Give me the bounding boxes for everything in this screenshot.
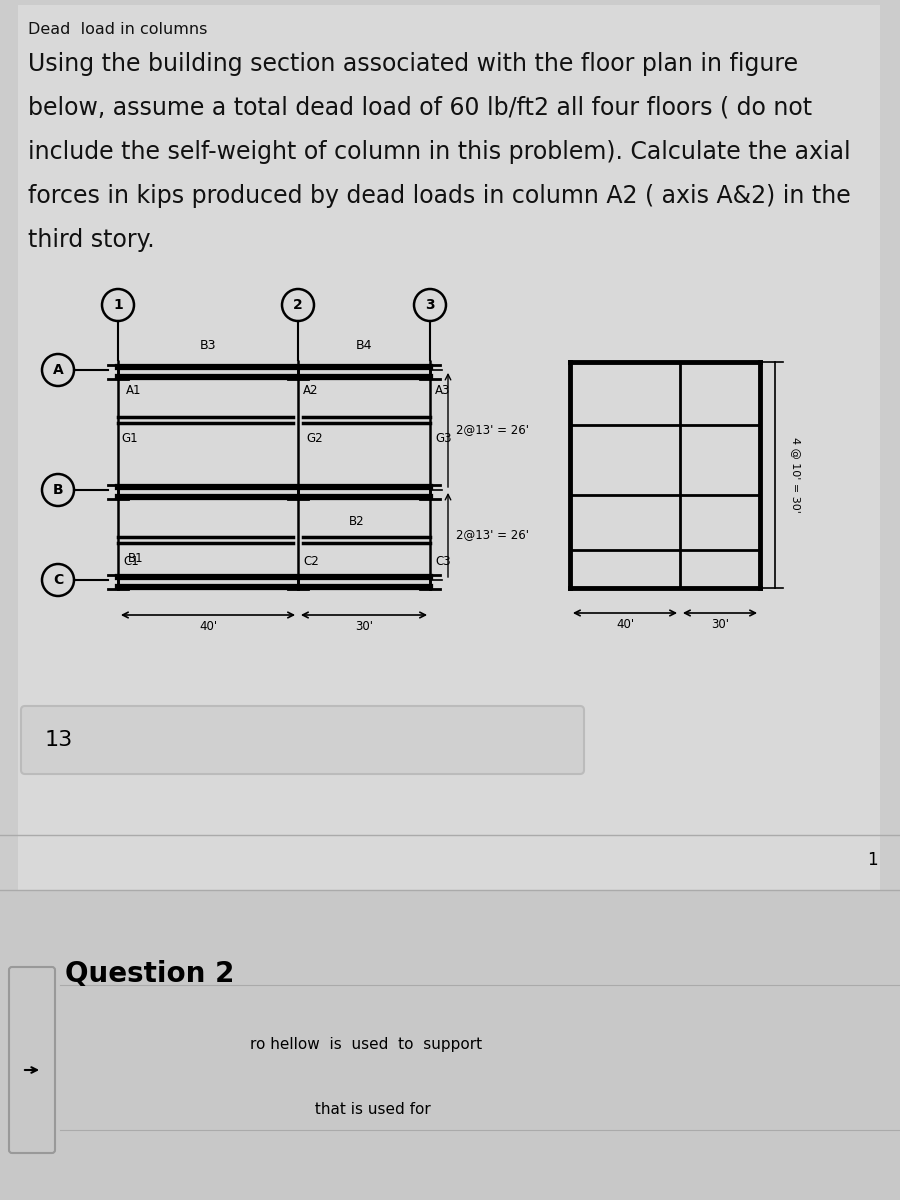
Text: G3: G3 [435,432,452,445]
Text: A1: A1 [126,384,141,397]
Text: below, assume a total dead load of 60 lb/ft2 all four floors ( do not: below, assume a total dead load of 60 lb… [28,96,812,120]
Text: Question 2: Question 2 [65,960,234,988]
Text: forces in kips produced by dead loads in column A2 ( axis A&2) in the: forces in kips produced by dead loads in… [28,184,850,208]
Text: 30': 30' [355,620,373,634]
Text: C2: C2 [303,554,319,568]
Text: B: B [53,482,63,497]
Text: A3: A3 [435,384,450,397]
Bar [0,890,900,1200]
Bar [18,5,880,985]
Text: 40': 40' [616,618,634,631]
Text: 13: 13 [45,730,73,750]
Text: Dead  load in columns: Dead load in columns [28,22,207,37]
Text: G1: G1 [121,432,138,445]
FancyBboxPatch shape [9,967,55,1153]
Text: B4: B4 [356,338,373,352]
Text: C3: C3 [435,554,451,568]
Text: C1: C1 [123,554,139,568]
Text: 1: 1 [868,851,878,869]
Text: 1: 1 [113,298,123,312]
Text: B3: B3 [200,338,216,352]
Text: that is used for: that is used for [310,1103,431,1117]
Text: B1: B1 [128,552,144,565]
Text: A: A [52,362,63,377]
Text: 40': 40' [199,620,217,634]
Text: Using the building section associated with the floor plan in figure: Using the building section associated wi… [28,52,798,76]
Text: 30': 30' [711,618,729,631]
Text: 2@13' = 26': 2@13' = 26' [456,528,529,541]
Bar [0,0,900,1000]
Text: include the self-weight of column in this problem). Calculate the axial: include the self-weight of column in thi… [28,140,850,164]
Text: G2: G2 [306,432,322,445]
Text: 3: 3 [425,298,435,312]
Text: B2: B2 [349,515,364,528]
Text: 4 @ 10' = 30': 4 @ 10' = 30' [791,437,801,512]
FancyBboxPatch shape [21,706,584,774]
Text: ro hellow  is  used  to  support: ro hellow is used to support [250,1038,482,1052]
Text: C: C [53,572,63,587]
Text: A2: A2 [303,384,319,397]
Text: 2: 2 [293,298,303,312]
Text: third story.: third story. [28,228,155,252]
Text: 2@13' = 26': 2@13' = 26' [456,424,529,437]
